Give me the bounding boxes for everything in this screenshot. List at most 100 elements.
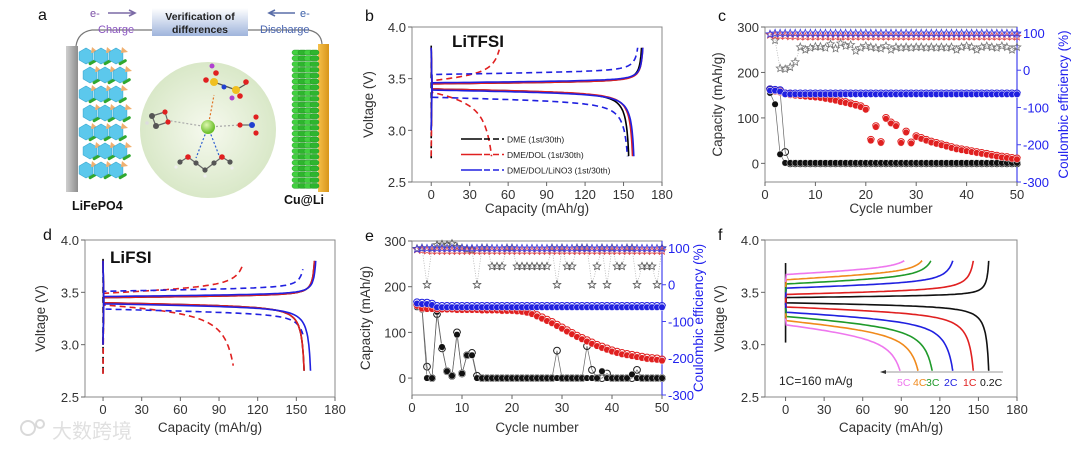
curve-0-2c--discharge — [784, 297, 990, 371]
x-tick-label: 30 — [462, 187, 476, 202]
discharge-point — [877, 139, 885, 147]
x-tick-label: 90 — [894, 402, 908, 417]
y-tick-label: 300 — [384, 234, 406, 249]
lithium-rod — [309, 96, 320, 102]
y-tick-label: 2.5 — [61, 390, 79, 405]
arrow-left-icon — [267, 9, 295, 17]
x-tick-label: 60 — [501, 187, 515, 202]
ce-point — [617, 261, 627, 271]
discharge-point — [593, 374, 601, 382]
plot-frame — [84, 239, 336, 398]
lithium-rod — [309, 136, 320, 143]
curve-dme-dol-lino3-30th-discharge — [430, 47, 629, 157]
ce-point — [901, 42, 911, 52]
discharge-point — [1013, 155, 1021, 163]
ce-point — [871, 42, 881, 52]
curve-2c--discharge — [784, 302, 954, 371]
chart-title: LiFSI — [110, 248, 152, 267]
panel-label-d: d — [43, 227, 52, 244]
legend-label: DME (1st/30th) — [507, 135, 564, 145]
x-tick-label: 150 — [613, 187, 635, 202]
atom — [211, 160, 217, 166]
x-tick-label: 90 — [212, 402, 226, 417]
x-axis-label: Capacity (mAh/g) — [839, 420, 943, 435]
discharge-point — [907, 139, 915, 147]
watermark-logo-icon — [20, 420, 36, 436]
y-tick-label: 3.0 — [388, 123, 406, 138]
lithium-rod — [309, 90, 320, 96]
lithium-rod — [309, 142, 320, 149]
discharge-point — [867, 137, 875, 145]
curve-5c--charge — [784, 260, 905, 282]
panel-label-a: a — [38, 7, 47, 24]
charge-point — [423, 362, 431, 371]
curve-5c--discharge — [784, 318, 901, 372]
watermark-text: 大数跨境 — [52, 419, 132, 443]
ce-point — [936, 42, 947, 52]
y-tick-label: 3.5 — [61, 285, 79, 300]
y2-tick-label: 0 — [668, 278, 675, 293]
ce-point — [785, 62, 795, 72]
atom — [165, 119, 171, 125]
atom — [243, 79, 249, 85]
po4-tetrahedron — [125, 142, 132, 148]
lithium-rod — [309, 84, 320, 91]
y-tick-label: 3.0 — [741, 338, 759, 353]
copper-current-collector — [318, 44, 329, 192]
lithium-chain — [118, 135, 127, 142]
lithium-chain — [118, 59, 127, 66]
ce-point — [946, 42, 957, 52]
atom — [203, 174, 207, 178]
curve-dme-dol-lino3-1st-charge — [102, 260, 317, 345]
po4-tetrahedron — [121, 123, 128, 129]
x-tick-label: 180 — [651, 187, 673, 202]
lithium-rod — [309, 171, 320, 178]
po4-tetrahedron — [125, 104, 132, 110]
charge-label: Charge — [98, 24, 134, 36]
lithium-rod — [309, 125, 320, 131]
curve-dme-dol-lino3-1st-charge — [430, 47, 644, 131]
ce-point — [961, 41, 972, 51]
atom — [237, 122, 243, 128]
panel-label-b: b — [365, 8, 374, 25]
ce-point — [452, 241, 462, 251]
curve-dme-dol-lino3-30th-charge — [430, 47, 639, 131]
atom — [202, 167, 208, 173]
x-tick-label: 30 — [909, 187, 923, 202]
curve-dme-dol-30th-discharge — [430, 47, 493, 157]
discharge-point — [623, 374, 631, 382]
x-tick-label: 10 — [455, 400, 469, 415]
discharge-point — [458, 369, 466, 378]
curve-3c--charge — [784, 260, 932, 293]
ce-point — [412, 244, 422, 254]
x-tick-label: 0 — [782, 402, 789, 417]
x-tick-label: 50 — [1010, 187, 1024, 202]
x-tick-label: 0 — [408, 400, 415, 415]
ce-point — [881, 40, 891, 51]
y-tick-label: 100 — [737, 111, 759, 126]
ce-point — [657, 243, 667, 253]
y-tick-label: 100 — [384, 325, 406, 340]
lithium-rod — [309, 78, 320, 85]
x-tick-label: 0 — [428, 187, 435, 202]
ce-point — [542, 261, 552, 271]
chart-panel-e: e 0 10 20 30 40 50 0 100 200 300 -300 -200 -100 0 100 Cy… — [358, 228, 706, 435]
ce-point — [825, 39, 836, 49]
discharge-point — [628, 370, 636, 378]
series-dme-charge — [413, 301, 666, 382]
y2-tick-label: -200 — [668, 351, 694, 366]
discharge-point — [448, 372, 456, 380]
y-axis-label: Capacity (mAh/g) — [358, 266, 373, 370]
series-dme-discharge — [413, 303, 666, 382]
atom — [219, 154, 225, 160]
y-axis-label: Voltage (V) — [33, 285, 48, 352]
lithium-chain — [122, 154, 131, 161]
lithium-rod — [309, 130, 320, 137]
po4-tetrahedron — [121, 161, 128, 167]
y-tick-label: 3.5 — [388, 72, 406, 87]
discharge-point — [897, 139, 905, 147]
atom — [249, 122, 255, 128]
ce-point — [815, 41, 826, 51]
curve-dme-dol-lino3-30th-charge — [102, 269, 304, 345]
